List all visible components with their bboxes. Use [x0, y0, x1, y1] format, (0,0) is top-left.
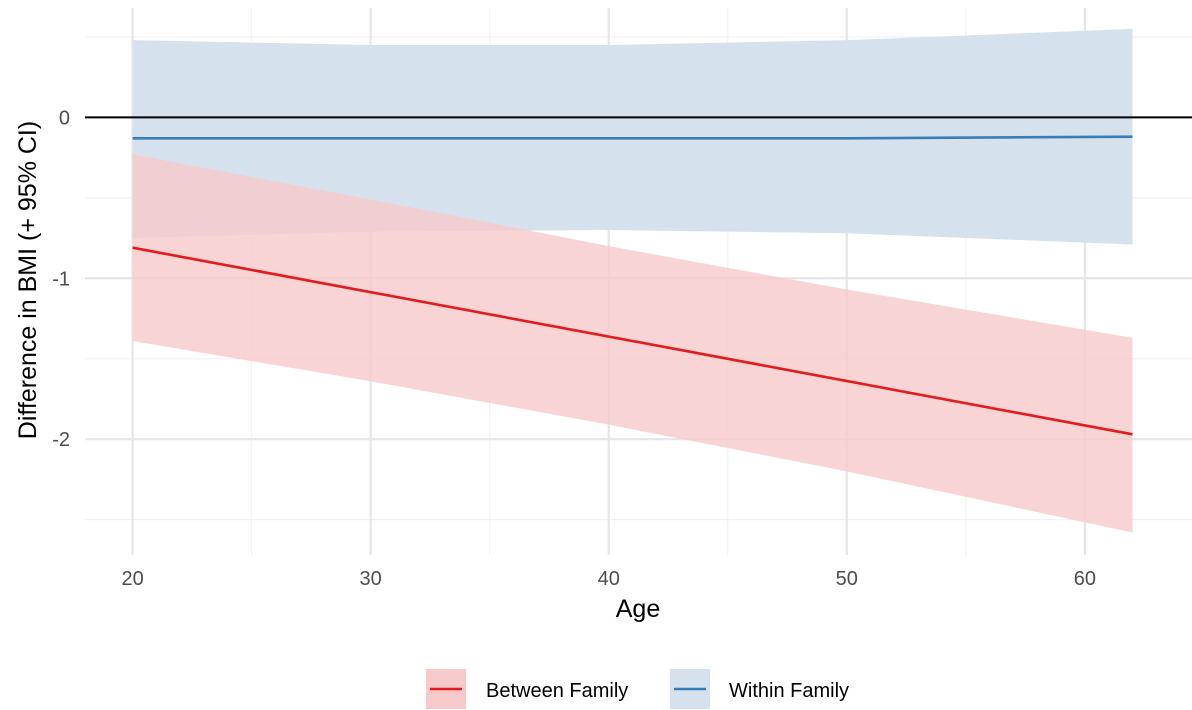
between-family-line	[132, 246, 1133, 436]
y-tick-label: -2	[52, 429, 70, 451]
ribbon-layer	[132, 28, 1133, 533]
y-tick-label: 0	[59, 107, 70, 129]
within-family-ci-ribbon	[132, 28, 1133, 245]
legend-item-within-family: Within Family	[670, 669, 849, 709]
legend-label: Within Family	[729, 680, 849, 702]
line-layer	[132, 135, 1133, 436]
x-tick-label: 40	[598, 568, 620, 590]
legend-item-between-family: Between Family	[426, 669, 628, 709]
x-tick-label: 20	[121, 568, 143, 590]
y-tick-label: -1	[52, 268, 70, 290]
x-tick-label: 60	[1074, 568, 1096, 590]
x-axis-title: Age	[616, 595, 660, 623]
tick-label-layer: 20 30 40 50 60 0 -1 -2	[52, 107, 1096, 590]
y-axis-title: Difference in BMI (+ 95% CI)	[14, 121, 42, 439]
within-family-line	[132, 135, 1133, 140]
between-family-ci-ribbon	[132, 154, 1133, 533]
legend: Between Family Within Family	[426, 669, 849, 709]
x-tick-label: 50	[836, 568, 858, 590]
x-tick-label: 30	[360, 568, 382, 590]
legend-label: Between Family	[486, 680, 628, 702]
